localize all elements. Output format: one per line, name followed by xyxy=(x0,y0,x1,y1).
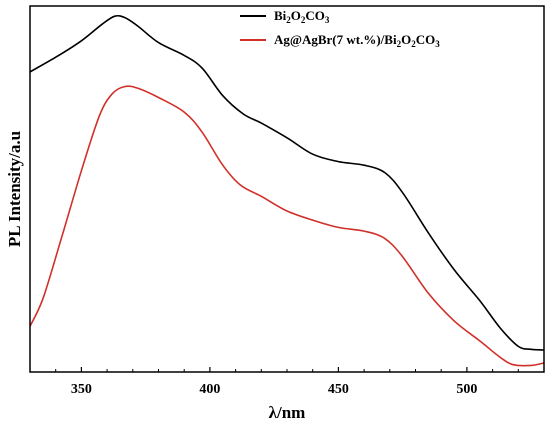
x-tick-label: 400 xyxy=(199,382,220,397)
legend-label-2: Ag@AgBr(7 wt.%)/Bi2O2CO3 xyxy=(274,32,440,49)
series-line-1 xyxy=(30,14,544,351)
x-tick-label: 350 xyxy=(71,382,92,397)
x-axis-ticks: 350 400 450 500 xyxy=(29,367,545,397)
plot-frame xyxy=(29,5,545,373)
x-tick-label: 500 xyxy=(456,382,477,397)
series-line-2 xyxy=(30,85,544,367)
legend: Bi2O2CO3 Ag@AgBr(7 wt.%)/Bi2O2CO3 xyxy=(240,8,440,49)
x-axis-title: λ/nm xyxy=(269,403,306,422)
series-layer xyxy=(30,14,544,367)
y-axis-title: PL Intensity/a.u xyxy=(5,131,24,247)
legend-label-1: Bi2O2CO3 xyxy=(274,8,330,25)
x-tick-label: 450 xyxy=(328,382,349,397)
